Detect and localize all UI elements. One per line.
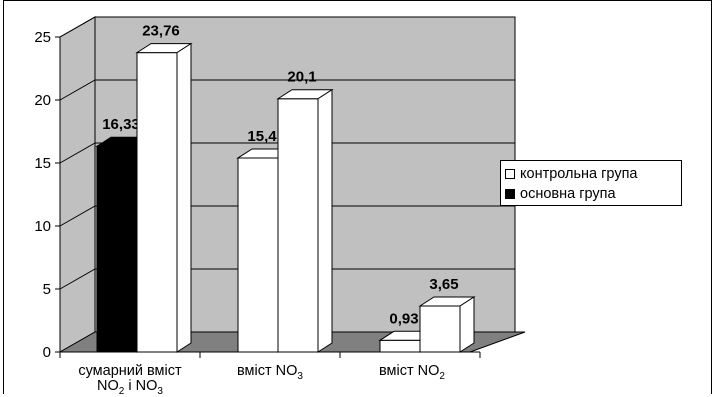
x-label-total-and-no: і NO <box>124 378 158 394</box>
gridline <box>59 205 515 227</box>
data-label: 16,33 <box>102 116 140 133</box>
bar <box>379 339 421 353</box>
legend-item-control: контрольна група <box>505 164 677 184</box>
plot-side-wall <box>59 16 96 353</box>
legend: контрольна група основна група <box>500 160 682 206</box>
x-label-no3-text: вміст NO <box>237 363 298 379</box>
bar-side <box>317 88 333 353</box>
x-label-no2: вміст NO2 <box>352 363 472 382</box>
data-label: 15,4 <box>247 128 277 145</box>
bar-side <box>176 42 192 353</box>
gridline <box>59 79 515 101</box>
data-label: 20,1 <box>287 69 316 86</box>
x-label-no3-sub: 3 <box>297 370 303 382</box>
y-tick-label: 10 <box>34 218 51 235</box>
legend-label-control: контрольна група <box>520 166 638 182</box>
x-label-no3: вміст NO3 <box>210 363 330 382</box>
x-label-no2-sub: 2 <box>439 370 445 382</box>
legend-swatch-control <box>505 169 515 179</box>
x-label-total-sub3: 3 <box>157 385 163 397</box>
y-tick-label: 25 <box>34 29 51 46</box>
bar <box>237 157 279 353</box>
x-label-total-line1: сумарний вміст <box>78 363 182 379</box>
x-label-total-no2: NO <box>97 378 119 394</box>
bar <box>277 98 319 353</box>
legend-swatch-main <box>505 189 515 199</box>
x-label-total-sub2: 2 <box>118 385 125 397</box>
legend-label-main: основна група <box>520 186 616 202</box>
bar-side <box>459 296 475 353</box>
bar <box>136 52 178 353</box>
x-label-total-line2: NO2 і NO3 <box>60 378 200 397</box>
gridline <box>59 142 515 164</box>
bar <box>419 305 461 353</box>
y-tick-label: 20 <box>34 92 51 109</box>
gridline <box>59 268 515 290</box>
gridline <box>59 16 515 38</box>
bar <box>96 145 138 353</box>
y-tick-label: 15 <box>34 155 51 172</box>
x-label-no2-text: вміст NO <box>379 363 440 379</box>
data-label: 0,93 <box>389 310 418 327</box>
legend-item-main: основна група <box>505 184 677 204</box>
data-label: 23,76 <box>142 23 180 40</box>
data-label: 3,65 <box>429 276 458 293</box>
y-tick-label: 0 <box>43 344 51 361</box>
y-tick-label: 5 <box>43 281 51 298</box>
x-label-total: сумарний вміст NO2 і NO3 <box>60 363 200 397</box>
